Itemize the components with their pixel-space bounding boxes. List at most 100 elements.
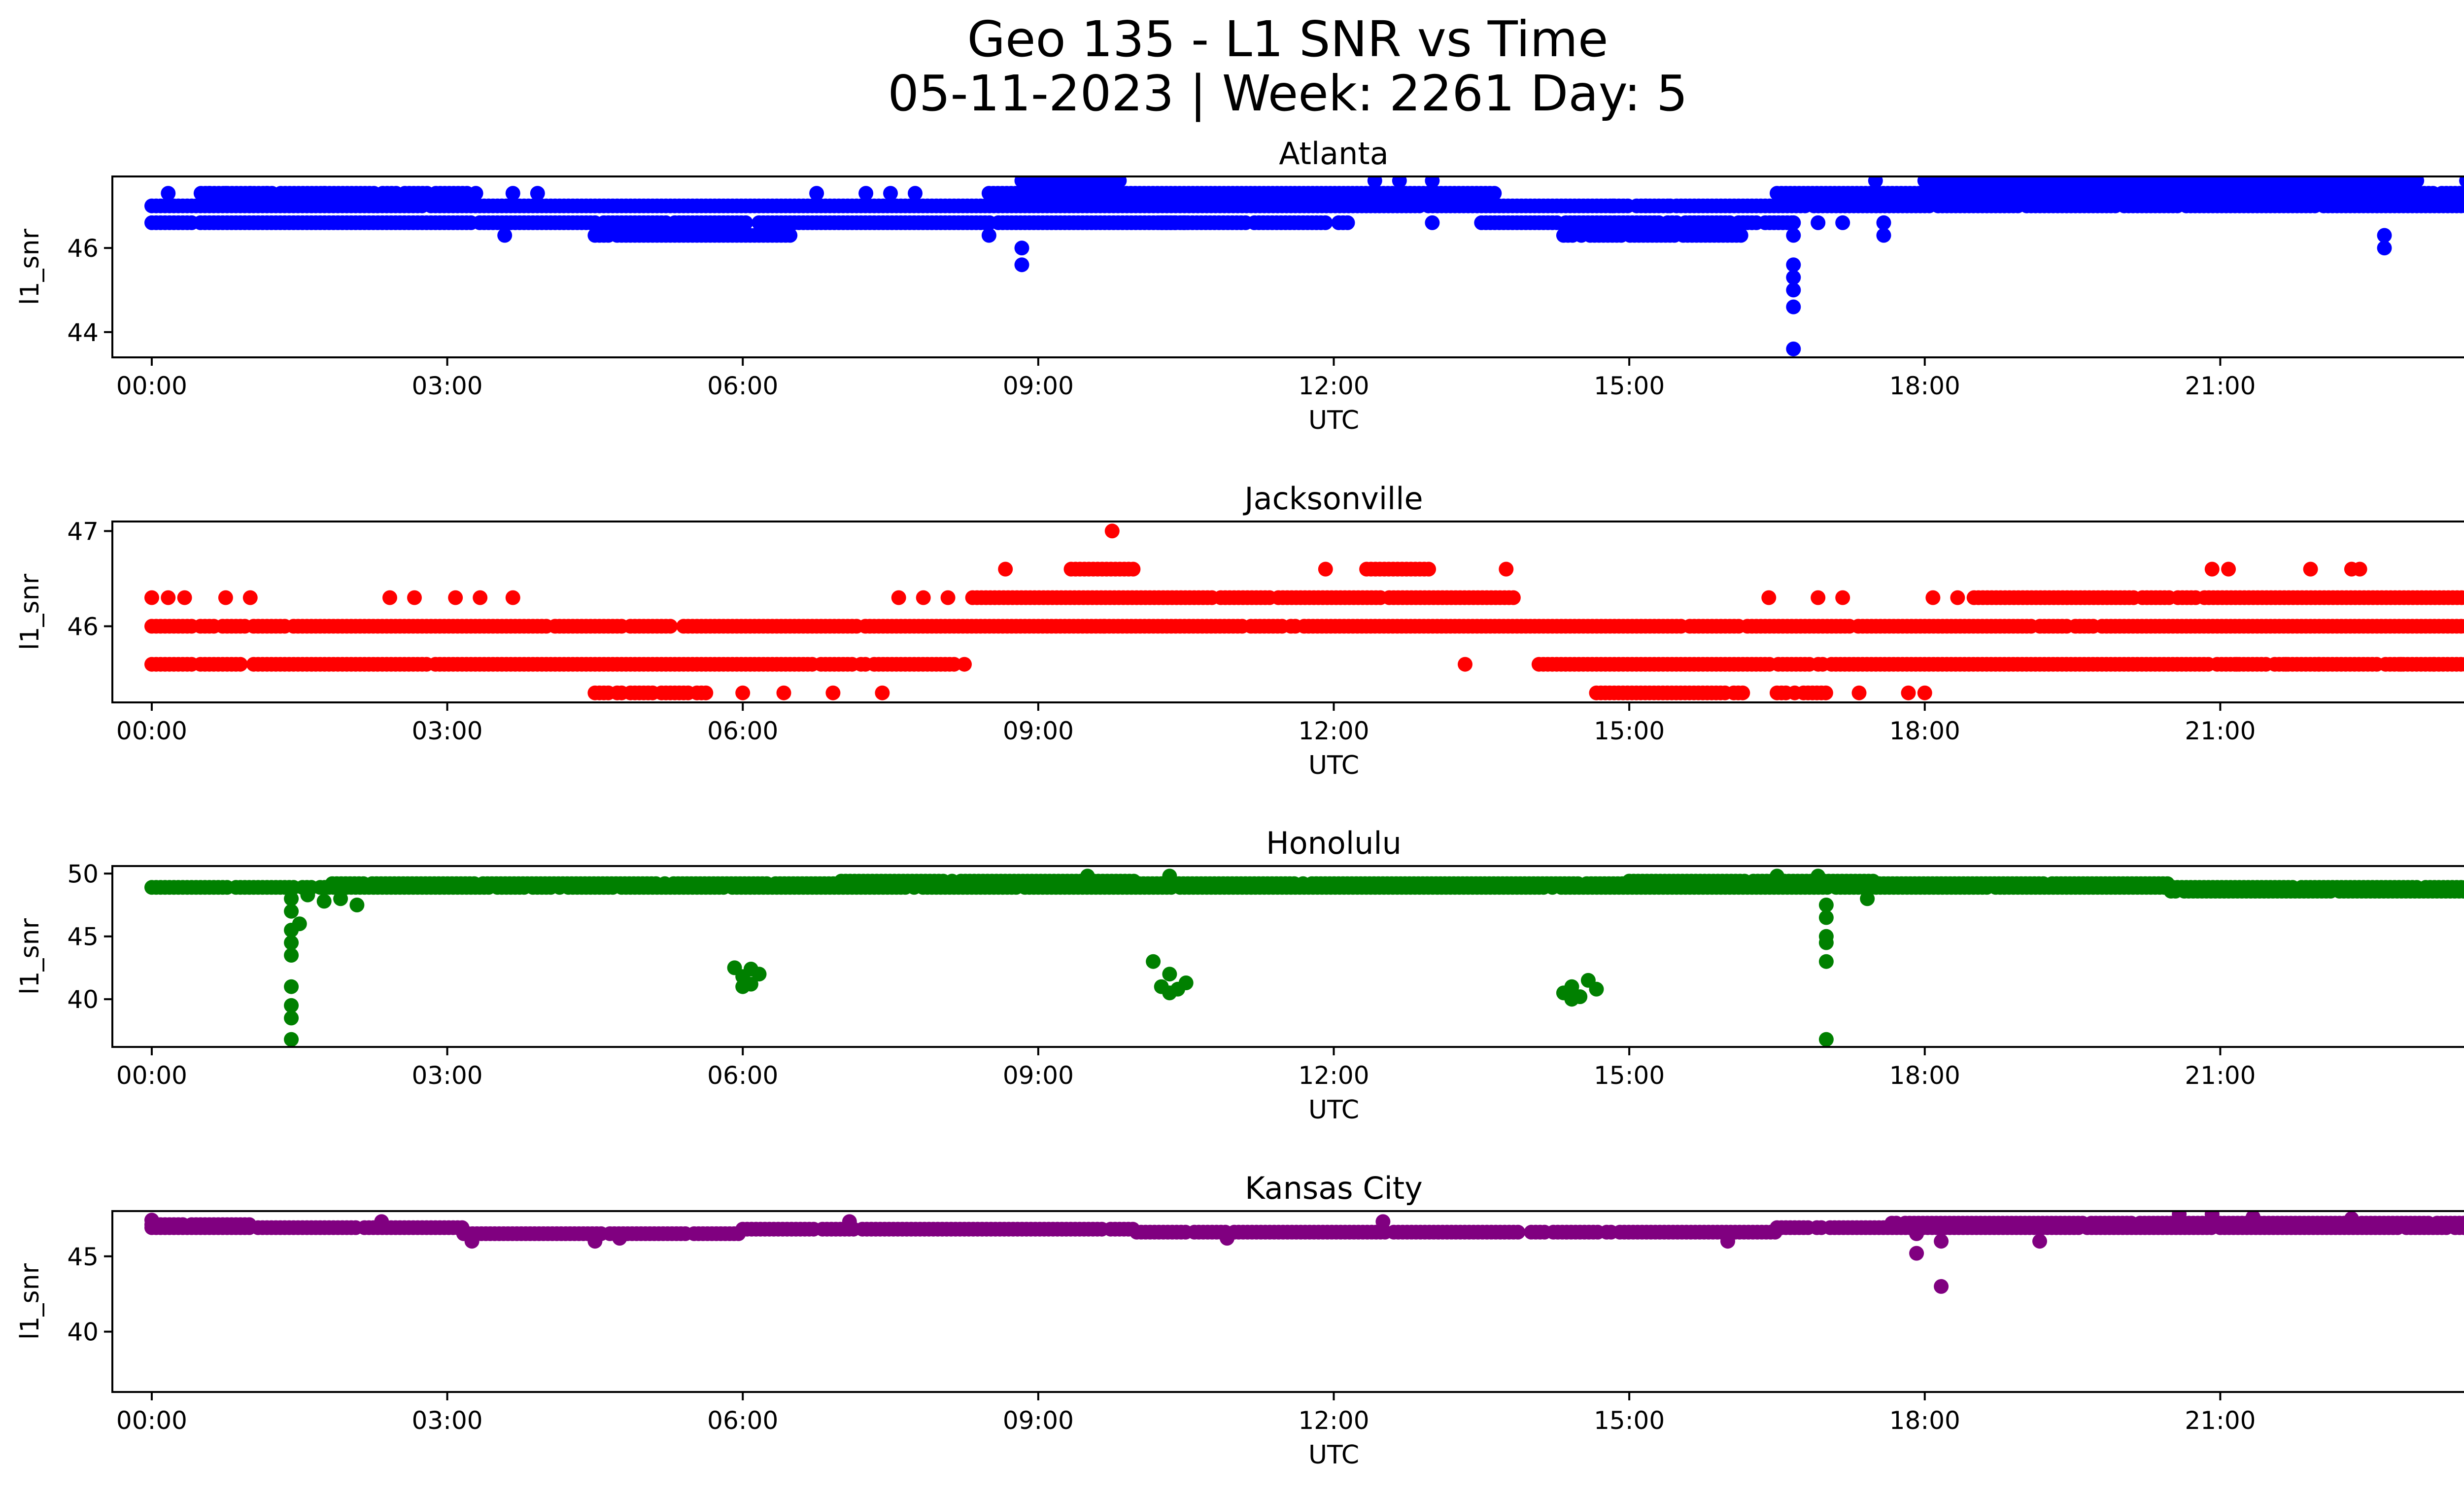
data-point [259,186,274,201]
data-point [809,186,824,201]
data-point [2458,199,2464,213]
data-point [448,590,463,605]
data-point [2459,176,2464,188]
x-tick-label: 12:00 [1298,1406,1369,1435]
data-point [382,590,397,605]
data-point [233,657,248,672]
data-point [743,962,758,976]
data-point [735,685,751,700]
data-point [292,916,307,932]
x-axis-label: UTC [1308,406,1359,435]
data-point [947,657,961,672]
data-point [1126,561,1141,577]
data-point [1421,561,1437,577]
data-series [144,1211,2464,1294]
data-point [241,1217,257,1232]
x-tick-label: 03:00 [412,1061,483,1090]
data-point [981,228,996,243]
data-point [998,561,1013,577]
data-point [776,685,791,700]
data-point [530,186,545,201]
data-point [2246,176,2260,188]
x-tick-label: 00:00 [116,372,187,400]
x-tick-label: 00:00 [116,717,187,745]
data-point [2409,176,2425,188]
data-point [1786,215,1801,230]
data-point [1868,176,1883,188]
data-point [1162,869,1177,884]
data-point [1811,590,1826,605]
data-point [349,898,365,912]
data-point [783,228,798,243]
y-axis-label: l1_snr [15,573,45,650]
x-tick-label: 18:00 [1889,717,1960,745]
data-point [1786,299,1801,314]
data-point [1318,561,1333,577]
data-point [1564,979,1579,994]
data-point [202,186,217,201]
data-point [218,590,233,605]
y-axis-label: l1_snr [15,1263,45,1340]
x-tick-label: 06:00 [707,1406,778,1435]
data-point [2303,561,2318,577]
data-point [505,186,520,201]
data-point [1112,176,1127,188]
data-point [1770,869,1784,884]
data-point [1786,270,1801,285]
data-point [1367,176,1382,188]
x-axis-label: UTC [1308,751,1359,780]
data-point [2229,657,2244,672]
data-point [1835,215,1850,230]
x-tick-label: 15:00 [1594,1061,1665,1090]
data-point [1835,590,1850,605]
data-point [940,590,956,605]
data-point [161,186,176,201]
data-point [883,186,898,201]
subplot-title: Honolulu [1266,825,1402,861]
data-point [1860,891,1875,906]
data-series [144,869,2464,1047]
data-point [1146,954,1161,969]
data-point [407,590,422,605]
data-point [1162,967,1177,982]
data-point [1487,186,1502,201]
subplot-title: Jacksonville [1242,481,1423,517]
data-point [1786,341,1801,356]
data-point [1934,1279,1949,1294]
data-point [825,685,841,700]
data-point [464,1234,479,1249]
data-point [587,1234,603,1249]
data-point [2246,1211,2260,1225]
y-tick-label: 50 [67,860,99,888]
data-point [1733,228,1748,243]
data-point [1786,257,1801,273]
data-series [144,523,2464,700]
data-point [1950,590,1965,605]
data-point [1818,954,1834,969]
data-point [738,215,753,230]
data-point [2458,619,2464,634]
data-point [1220,1231,1234,1246]
data-point [1735,685,1750,700]
data-point [242,186,258,201]
x-tick-label: 06:00 [707,1061,778,1090]
data-point [316,186,332,201]
data-point [1506,590,1521,605]
data-point [2352,561,2367,577]
data-point [1126,873,1141,889]
data-point [2311,657,2327,672]
data-point [2032,1234,2047,1249]
x-tick-label: 00:00 [116,1061,187,1090]
data-point [1934,1234,1949,1249]
y-axis-label: l1_snr [15,228,45,305]
data-point [2463,201,2464,210]
x-tick-label: 12:00 [1298,717,1369,745]
data-point [1014,257,1029,273]
x-tick-label: 15:00 [1594,717,1665,745]
figure-title-line1: Geo 135 - L1 SNR vs Time [967,10,1608,68]
data-point [2463,622,2464,631]
data-point [1876,215,1891,230]
x-tick-label: 06:00 [707,372,778,400]
data-point [2393,657,2408,672]
